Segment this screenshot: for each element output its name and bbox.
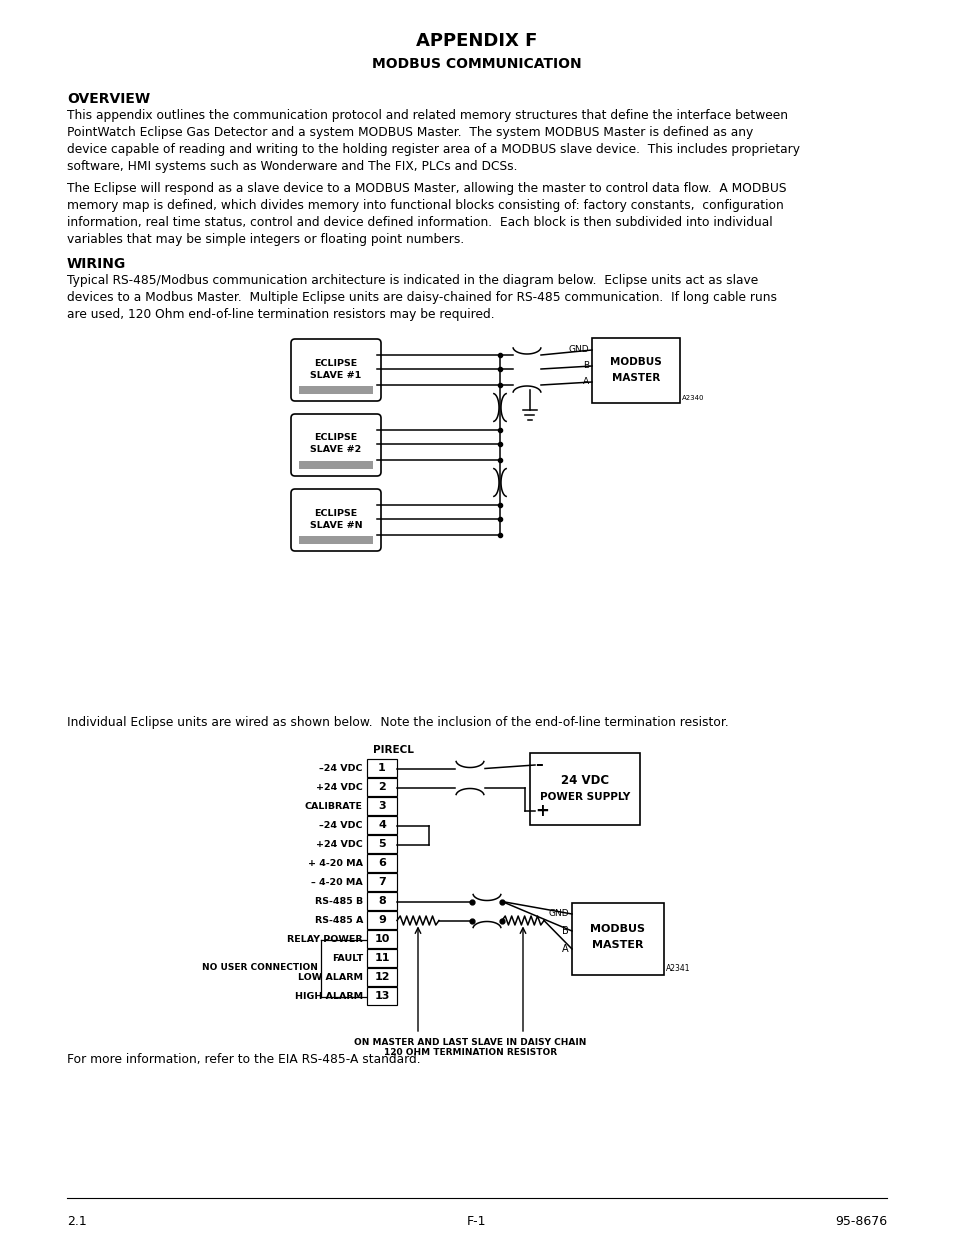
Text: –: – xyxy=(535,757,542,773)
Text: RS-485 B: RS-485 B xyxy=(314,897,363,906)
Text: GND: GND xyxy=(568,346,588,354)
Text: 4: 4 xyxy=(377,820,386,830)
Text: APPENDIX F: APPENDIX F xyxy=(416,32,537,49)
Text: RS-485 A: RS-485 A xyxy=(314,916,363,925)
Text: A2340: A2340 xyxy=(681,395,703,401)
Bar xyxy=(367,760,396,777)
Text: LOW ALARM: LOW ALARM xyxy=(297,973,363,982)
Text: 2: 2 xyxy=(377,782,385,792)
Text: 3: 3 xyxy=(377,802,385,811)
Text: B: B xyxy=(582,362,588,370)
FancyBboxPatch shape xyxy=(291,489,380,551)
Text: MASTER: MASTER xyxy=(611,373,659,383)
Text: + 4-20 MA: + 4-20 MA xyxy=(308,860,363,868)
Text: WIRING: WIRING xyxy=(67,257,126,270)
Bar xyxy=(530,753,639,825)
Text: OVERVIEW: OVERVIEW xyxy=(67,91,150,106)
Bar xyxy=(367,816,396,834)
Text: 24 VDC: 24 VDC xyxy=(560,774,608,788)
Text: NO USER CONNECTION: NO USER CONNECTION xyxy=(202,963,317,972)
FancyBboxPatch shape xyxy=(291,338,380,401)
Bar xyxy=(367,797,396,815)
Bar xyxy=(367,911,396,929)
FancyBboxPatch shape xyxy=(291,414,380,475)
Text: 1: 1 xyxy=(377,763,385,773)
Text: +: + xyxy=(535,802,548,820)
Text: SLAVE #N: SLAVE #N xyxy=(310,520,362,530)
Text: ECLIPSE: ECLIPSE xyxy=(314,358,357,368)
Text: F-1: F-1 xyxy=(467,1215,486,1228)
Text: MODBUS: MODBUS xyxy=(590,924,645,934)
Bar xyxy=(367,853,396,872)
Text: SLAVE #2: SLAVE #2 xyxy=(310,446,361,454)
Text: ON MASTER AND LAST SLAVE IN DAISY CHAIN: ON MASTER AND LAST SLAVE IN DAISY CHAIN xyxy=(354,1037,586,1047)
Text: Individual Eclipse units are wired as shown below.  Note the inclusion of the en: Individual Eclipse units are wired as sh… xyxy=(67,716,728,729)
Text: POWER SUPPLY: POWER SUPPLY xyxy=(539,792,630,802)
Bar xyxy=(367,948,396,967)
Text: HIGH ALARM: HIGH ALARM xyxy=(294,992,363,1002)
Text: ECLIPSE: ECLIPSE xyxy=(314,433,357,442)
Text: –24 VDC: –24 VDC xyxy=(319,821,363,830)
Text: ECLIPSE: ECLIPSE xyxy=(314,509,357,517)
Text: 5: 5 xyxy=(377,839,385,848)
Text: MODBUS COMMUNICATION: MODBUS COMMUNICATION xyxy=(372,57,581,70)
Text: –24 VDC: –24 VDC xyxy=(319,764,363,773)
Text: A: A xyxy=(561,944,568,953)
Text: 13: 13 xyxy=(374,990,389,1002)
Bar xyxy=(592,338,679,403)
Text: 12: 12 xyxy=(374,972,390,982)
Text: 95-8676: 95-8676 xyxy=(834,1215,886,1228)
Text: 10: 10 xyxy=(374,934,389,944)
Text: RELAY POWER: RELAY POWER xyxy=(287,935,363,944)
Text: Typical RS-485/Modbus communication architecture is indicated in the diagram bel: Typical RS-485/Modbus communication arch… xyxy=(67,274,776,321)
Text: B: B xyxy=(561,926,568,936)
Text: 2.1: 2.1 xyxy=(67,1215,87,1228)
Bar xyxy=(367,835,396,853)
Text: MASTER: MASTER xyxy=(592,940,643,950)
Text: 6: 6 xyxy=(377,858,386,868)
Bar xyxy=(367,987,396,1005)
Text: 9: 9 xyxy=(377,915,386,925)
Text: FAULT: FAULT xyxy=(332,953,363,963)
Text: +24 VDC: +24 VDC xyxy=(315,840,363,848)
Text: SLAVE #1: SLAVE #1 xyxy=(310,370,361,379)
Text: GND: GND xyxy=(548,909,568,919)
Text: CALIBRATE: CALIBRATE xyxy=(305,802,363,811)
Text: This appendix outlines the communication protocol and related memory structures : This appendix outlines the communication… xyxy=(67,109,800,173)
Text: 8: 8 xyxy=(377,897,385,906)
Text: For more information, refer to the EIA RS-485-A standard.: For more information, refer to the EIA R… xyxy=(67,1053,420,1066)
Text: MODBUS: MODBUS xyxy=(610,357,661,367)
Text: 7: 7 xyxy=(377,877,385,887)
Bar xyxy=(298,461,373,469)
Bar xyxy=(367,892,396,910)
Bar xyxy=(298,387,373,394)
Bar xyxy=(367,968,396,986)
Text: A2341: A2341 xyxy=(665,965,690,973)
Text: A: A xyxy=(582,378,588,387)
Text: 120 OHM TERMINATION RESISTOR: 120 OHM TERMINATION RESISTOR xyxy=(383,1049,557,1057)
Text: The Eclipse will respond as a slave device to a MODBUS Master, allowing the mast: The Eclipse will respond as a slave devi… xyxy=(67,182,785,246)
Bar xyxy=(367,930,396,948)
Bar xyxy=(298,536,373,543)
Bar xyxy=(367,778,396,797)
Text: – 4-20 MA: – 4-20 MA xyxy=(311,878,363,887)
Bar xyxy=(572,903,663,974)
Text: 11: 11 xyxy=(374,953,390,963)
Bar xyxy=(367,873,396,890)
Text: PIRECL: PIRECL xyxy=(373,745,413,755)
Text: +24 VDC: +24 VDC xyxy=(315,783,363,792)
